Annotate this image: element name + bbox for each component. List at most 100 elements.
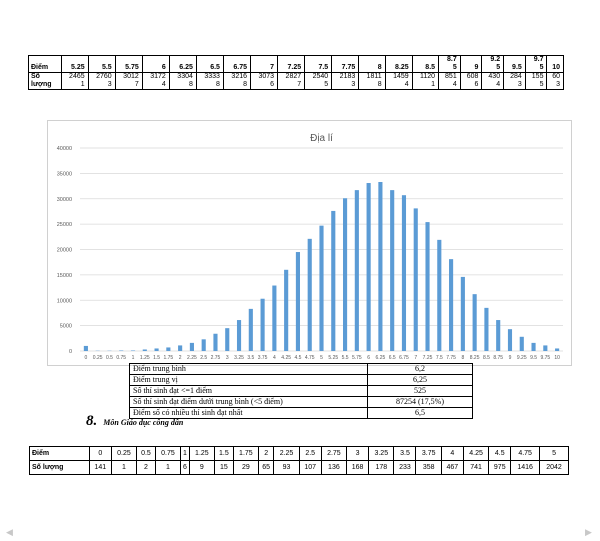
count-cell: 1459 4 [384, 72, 413, 90]
bar [119, 350, 124, 351]
stats-label: Điểm số có nhiều thí sinh đạt nhất [129, 407, 368, 419]
count-cell: 2183 3 [331, 72, 360, 90]
score-cell: 7.25 [277, 55, 306, 73]
bar [295, 252, 301, 351]
stats-label: Số thí sinh đạt điểm dưới trung bình (<5… [129, 396, 368, 408]
score-cell: 9 [459, 55, 483, 73]
x-tick-label: 3.25 [234, 355, 244, 361]
bar [189, 342, 194, 351]
bar [213, 333, 218, 351]
bar [496, 320, 501, 351]
x-tick-label: 8.75 [493, 355, 503, 361]
bar [437, 239, 442, 351]
x-tick-label: 8 [461, 355, 464, 361]
x-tick-label: 1.25 [140, 355, 150, 361]
score-cell: 8.7 5 [438, 55, 461, 73]
bar [331, 210, 336, 351]
count-cell: 3172 4 [141, 72, 170, 90]
bottom-count-cell: 107 [298, 460, 322, 475]
bar [83, 345, 88, 351]
x-tick-label: 4 [273, 355, 276, 361]
count-cell: 2540 5 [304, 72, 333, 90]
bar [201, 339, 206, 351]
x-tick-label: 5 [320, 355, 323, 361]
score-cell: 5.5 [87, 55, 116, 73]
bottom-score-label: Điểm [29, 446, 90, 461]
bottom-score-cell: 3.5 [393, 446, 417, 461]
bar [425, 222, 430, 351]
score-cell: 8.25 [384, 55, 413, 73]
x-tick-label: 6 [367, 355, 370, 361]
bottom-count-cell: 2 [136, 460, 156, 475]
x-tick-label: 3.5 [247, 355, 254, 361]
bar [484, 307, 489, 351]
count-cell: 851 4 [438, 72, 461, 90]
bottom-count-cell: 65 [258, 460, 275, 475]
y-tick-label: 15000 [57, 273, 72, 279]
score-cell: 7.75 [331, 55, 360, 73]
score-cell: 9.7 5 [524, 55, 548, 73]
count-cell: 2827 7 [277, 72, 306, 90]
count-cell: 3012 7 [114, 72, 143, 90]
bar-chart: Địa lí0500010000150002000025000300003500… [57, 133, 563, 361]
count-cell: 3073 6 [249, 72, 279, 90]
bar [154, 348, 159, 351]
bar [366, 183, 371, 351]
bar [460, 276, 465, 351]
bar [354, 190, 359, 351]
count-cell: 1811 8 [358, 72, 386, 90]
y-tick-label: 20000 [57, 248, 72, 254]
bar [272, 285, 277, 351]
bottom-count-cell: 358 [415, 460, 442, 475]
bottom-count-cell: 141 [88, 460, 112, 475]
stats-label: Điểm trung bình [129, 363, 368, 375]
bottom-score-cell: 3.25 [368, 446, 395, 461]
count-cell: 430 4 [481, 72, 505, 90]
bottom-score-cell: 4.5 [488, 446, 512, 461]
bottom-score-row: Điểm 0 0.25 0.5 0.75 1 1.25 1.5 1.75 2 2.25 2.5 2.7… [29, 446, 569, 461]
stats-value: 87254 (17,5%) [367, 396, 473, 408]
bar [449, 259, 454, 351]
bar [413, 208, 418, 351]
x-tick-label: 4.25 [281, 355, 291, 361]
chart-title: Địa lí [310, 133, 333, 144]
bottom-score-cell: 4.75 [510, 446, 541, 461]
stats-label: Điểm trung vị [129, 374, 368, 386]
bar [472, 294, 477, 351]
bottom-score-cell: 4.25 [462, 446, 490, 461]
x-tick-label: 0.5 [106, 355, 113, 361]
bottom-score-cell: 4 [440, 446, 464, 461]
score-cell: 9.2 5 [481, 55, 505, 73]
stats-value: 6,2 [367, 363, 473, 375]
x-tick-label: 1 [132, 355, 135, 361]
bar [236, 320, 242, 351]
bar [401, 195, 407, 351]
bar [166, 347, 171, 351]
count-cell: 284 3 [503, 72, 526, 90]
x-tick-label: 4.5 [294, 355, 301, 361]
x-tick-label: 9.5 [530, 355, 537, 361]
stats-value: 6,5 [367, 407, 473, 419]
triangle-left-icon[interactable]: ◀ [6, 527, 13, 537]
stats-row: Điểm trung vị 6,25 [129, 374, 473, 386]
stats-row: Điểm trung bình 6,2 [129, 363, 473, 375]
bottom-score-cell: 2 [258, 446, 275, 461]
x-tick-label: 3.75 [258, 355, 268, 361]
bottom-count-cell: 1416 [510, 460, 541, 475]
x-tick-label: 8.25 [470, 355, 480, 361]
bottom-count-row: Số lượng 141 1 2 1 6 9 15 29 65 93 107 136 168 178 233… [29, 460, 569, 475]
x-tick-label: 4.75 [305, 355, 315, 361]
bottom-count-cell: 93 [273, 460, 300, 475]
section-title: Môn Giáo dục công dân [103, 418, 184, 427]
score-cell: 6.25 [168, 55, 197, 73]
bar [342, 198, 348, 351]
count-cell: 608 6 [459, 72, 483, 90]
y-tick-label: 10000 [57, 298, 72, 304]
stats-value: 525 [367, 385, 473, 397]
bar [390, 190, 395, 351]
count-cell: 1120 1 [411, 72, 440, 90]
top-score-table: Điểm 5.25 5.5 5.75 6 6.25 6.5 6.75 7 7.25 7.5 7.75… [28, 55, 564, 90]
x-tick-label: 1.5 [153, 355, 160, 361]
bar [307, 238, 312, 351]
triangle-right-icon[interactable]: ▶ [585, 527, 592, 537]
